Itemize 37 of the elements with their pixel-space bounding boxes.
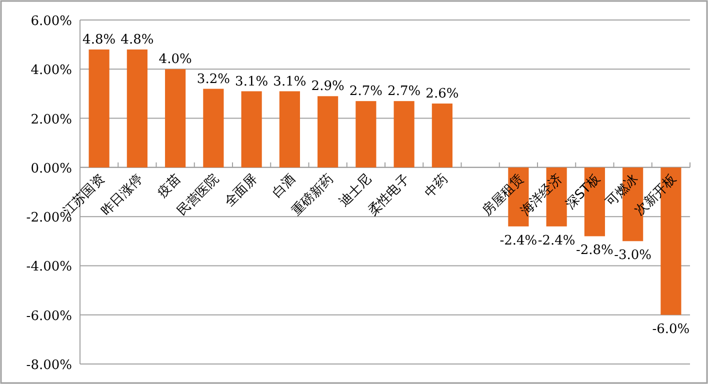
y-tick-label: -8.00% [26,358,72,373]
bar [356,101,376,168]
data-label: 2.6% [426,86,459,102]
data-label: 2.7% [388,84,421,100]
data-label: -2.4% [500,233,538,248]
data-label: 4.8% [120,32,154,48]
y-tick-label: 4.00% [30,63,72,78]
data-label: 3.2% [196,72,230,87]
y-tick-label: 2.00% [30,112,72,128]
bar [88,49,110,168]
data-label: 4.8% [82,32,116,48]
x-tick-label: 白酒 [270,172,299,201]
bar [203,88,224,168]
y-tick-label: -4.00% [26,260,72,275]
bar [165,69,186,168]
bar [318,96,338,168]
x-tick-label: 中药 [422,172,452,201]
y-tick-label: -6.00% [26,308,72,324]
data-label: 3.1% [273,74,306,90]
bar [279,91,300,168]
x-tick-label: 全面屏 [222,172,260,210]
bar [126,49,148,168]
x-tick-label: 深ST板 [563,172,604,212]
data-label: 4.0% [158,52,192,68]
data-label: 2.9% [311,79,344,94]
data-label: -2.8% [576,243,614,258]
y-tick-label: 0.00% [30,161,72,176]
bar [394,101,414,168]
data-label: -2.4% [538,233,576,248]
data-label: 2.7% [349,84,382,100]
data-label: -6.0% [652,322,690,337]
y-tick-label: 6.00% [30,14,72,29]
bar [241,91,262,168]
data-label: 3.1% [235,74,268,90]
data-label: -3.0% [614,248,652,264]
bar [432,104,452,168]
x-tick-label: 疫苗 [155,172,184,201]
